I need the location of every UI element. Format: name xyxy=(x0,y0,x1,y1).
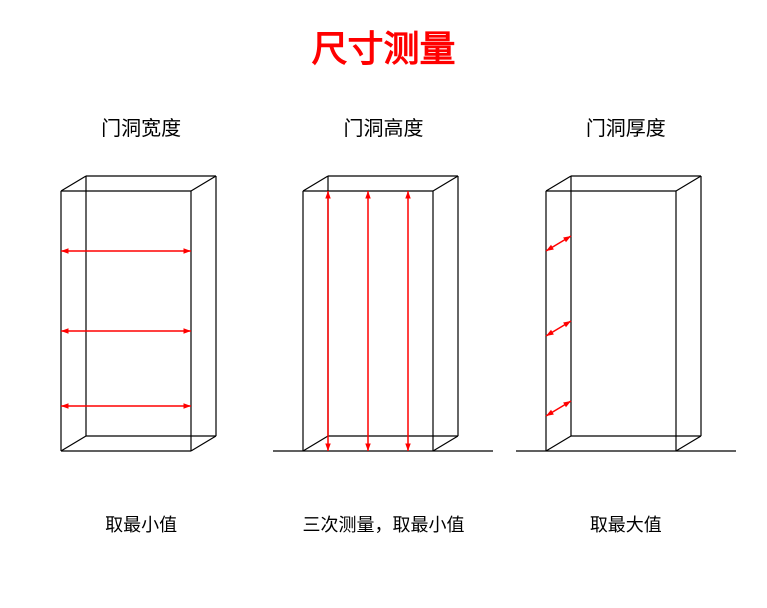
panel-height: 门洞高度 三次测量，取最小值 xyxy=(268,112,498,537)
panel-depth-caption: 取最大值 xyxy=(590,511,662,537)
panel-depth-diagram xyxy=(516,161,736,481)
panel-width-label: 门洞宽度 xyxy=(101,112,181,141)
panels-row: 门洞宽度 取最小值 门洞高度 三次测量，取最小值 门洞厚度 取最大值 xyxy=(0,82,767,537)
panel-width-caption: 取最小值 xyxy=(105,511,177,537)
panel-depth-label: 门洞厚度 xyxy=(586,112,666,141)
panel-height-caption: 三次测量，取最小值 xyxy=(302,511,464,537)
main-title: 尺寸测量 xyxy=(0,0,767,82)
panel-height-diagram xyxy=(273,161,493,481)
panel-width: 门洞宽度 取最小值 xyxy=(26,112,256,537)
panel-height-label: 门洞高度 xyxy=(343,112,423,141)
panel-width-diagram xyxy=(31,161,251,481)
panel-depth: 门洞厚度 取最大值 xyxy=(511,112,741,537)
